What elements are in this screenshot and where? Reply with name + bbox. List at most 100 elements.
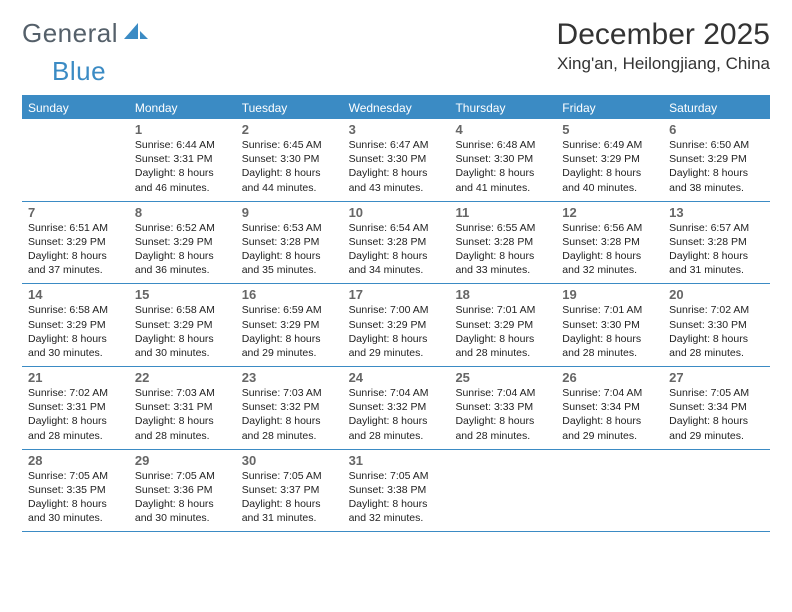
daylight2-text: and 31 minutes. — [242, 511, 337, 525]
sunset-text: Sunset: 3:30 PM — [669, 318, 764, 332]
daylight1-text: Daylight: 8 hours — [455, 332, 550, 346]
sunset-text: Sunset: 3:28 PM — [562, 235, 657, 249]
daylight1-text: Daylight: 8 hours — [349, 414, 444, 428]
location-text: Xing'an, Heilongjiang, China — [557, 54, 770, 74]
daylight2-text: and 29 minutes. — [349, 346, 444, 360]
daylight2-text: and 28 minutes. — [669, 346, 764, 360]
week-row: 14Sunrise: 6:58 AMSunset: 3:29 PMDayligh… — [22, 284, 770, 367]
sunrise-text: Sunrise: 7:00 AM — [349, 303, 444, 317]
daylight1-text: Daylight: 8 hours — [669, 249, 764, 263]
day-cell — [449, 450, 556, 532]
day-cell: 22Sunrise: 7:03 AMSunset: 3:31 PMDayligh… — [129, 367, 236, 449]
page-title: December 2025 — [557, 18, 770, 52]
daylight1-text: Daylight: 8 hours — [28, 497, 123, 511]
daylight2-text: and 33 minutes. — [455, 263, 550, 277]
day-info: Sunrise: 6:49 AMSunset: 3:29 PMDaylight:… — [562, 138, 657, 195]
daylight1-text: Daylight: 8 hours — [135, 414, 230, 428]
day-cell: 14Sunrise: 6:58 AMSunset: 3:29 PMDayligh… — [22, 284, 129, 366]
daylight2-text: and 34 minutes. — [349, 263, 444, 277]
day-number: 26 — [562, 370, 657, 385]
daylight1-text: Daylight: 8 hours — [349, 497, 444, 511]
daylight2-text: and 44 minutes. — [242, 181, 337, 195]
day-info: Sunrise: 7:01 AMSunset: 3:29 PMDaylight:… — [455, 303, 550, 360]
day-cell: 10Sunrise: 6:54 AMSunset: 3:28 PMDayligh… — [343, 202, 450, 284]
day-cell: 31Sunrise: 7:05 AMSunset: 3:38 PMDayligh… — [343, 450, 450, 532]
dayhead-sat: Saturday — [663, 97, 770, 119]
sunrise-text: Sunrise: 6:58 AM — [28, 303, 123, 317]
sunset-text: Sunset: 3:29 PM — [135, 318, 230, 332]
daylight1-text: Daylight: 8 hours — [455, 166, 550, 180]
daylight2-text: and 28 minutes. — [242, 429, 337, 443]
day-info: Sunrise: 6:58 AMSunset: 3:29 PMDaylight:… — [28, 303, 123, 360]
day-info: Sunrise: 6:51 AMSunset: 3:29 PMDaylight:… — [28, 221, 123, 278]
sunrise-text: Sunrise: 6:47 AM — [349, 138, 444, 152]
daylight1-text: Daylight: 8 hours — [135, 249, 230, 263]
sunrise-text: Sunrise: 7:05 AM — [349, 469, 444, 483]
day-cell: 30Sunrise: 7:05 AMSunset: 3:37 PMDayligh… — [236, 450, 343, 532]
daylight1-text: Daylight: 8 hours — [349, 249, 444, 263]
sunrise-text: Sunrise: 6:53 AM — [242, 221, 337, 235]
daylight2-text: and 29 minutes. — [669, 429, 764, 443]
day-info: Sunrise: 6:44 AMSunset: 3:31 PMDaylight:… — [135, 138, 230, 195]
sunset-text: Sunset: 3:29 PM — [135, 235, 230, 249]
day-info: Sunrise: 6:55 AMSunset: 3:28 PMDaylight:… — [455, 221, 550, 278]
sunset-text: Sunset: 3:29 PM — [28, 235, 123, 249]
sunset-text: Sunset: 3:29 PM — [455, 318, 550, 332]
day-number: 7 — [28, 205, 123, 220]
day-number: 1 — [135, 122, 230, 137]
day-info: Sunrise: 6:57 AMSunset: 3:28 PMDaylight:… — [669, 221, 764, 278]
daylight1-text: Daylight: 8 hours — [455, 249, 550, 263]
day-number: 28 — [28, 453, 123, 468]
weeks-container: 1Sunrise: 6:44 AMSunset: 3:31 PMDaylight… — [22, 119, 770, 532]
calendar: Sunday Monday Tuesday Wednesday Thursday… — [22, 95, 770, 532]
day-info: Sunrise: 7:05 AMSunset: 3:37 PMDaylight:… — [242, 469, 337, 526]
day-info: Sunrise: 6:59 AMSunset: 3:29 PMDaylight:… — [242, 303, 337, 360]
daylight2-text: and 28 minutes. — [455, 429, 550, 443]
sunrise-text: Sunrise: 6:50 AM — [669, 138, 764, 152]
day-cell: 3Sunrise: 6:47 AMSunset: 3:30 PMDaylight… — [343, 119, 450, 201]
sunset-text: Sunset: 3:36 PM — [135, 483, 230, 497]
day-cell — [556, 450, 663, 532]
daylight1-text: Daylight: 8 hours — [562, 166, 657, 180]
logo-text-blue: Blue — [52, 56, 106, 87]
sunrise-text: Sunrise: 6:52 AM — [135, 221, 230, 235]
day-number: 19 — [562, 287, 657, 302]
day-number: 30 — [242, 453, 337, 468]
day-cell: 19Sunrise: 7:01 AMSunset: 3:30 PMDayligh… — [556, 284, 663, 366]
day-info: Sunrise: 6:47 AMSunset: 3:30 PMDaylight:… — [349, 138, 444, 195]
sunset-text: Sunset: 3:30 PM — [562, 318, 657, 332]
day-cell: 27Sunrise: 7:05 AMSunset: 3:34 PMDayligh… — [663, 367, 770, 449]
sunset-text: Sunset: 3:31 PM — [28, 400, 123, 414]
day-number: 9 — [242, 205, 337, 220]
sunrise-text: Sunrise: 7:01 AM — [455, 303, 550, 317]
day-cell: 5Sunrise: 6:49 AMSunset: 3:29 PMDaylight… — [556, 119, 663, 201]
day-number: 29 — [135, 453, 230, 468]
day-number: 11 — [455, 205, 550, 220]
daylight2-text: and 30 minutes. — [135, 511, 230, 525]
daylight2-text: and 43 minutes. — [349, 181, 444, 195]
sunset-text: Sunset: 3:38 PM — [349, 483, 444, 497]
daylight1-text: Daylight: 8 hours — [349, 166, 444, 180]
day-cell: 29Sunrise: 7:05 AMSunset: 3:36 PMDayligh… — [129, 450, 236, 532]
day-info: Sunrise: 7:04 AMSunset: 3:34 PMDaylight:… — [562, 386, 657, 443]
day-info: Sunrise: 7:05 AMSunset: 3:38 PMDaylight:… — [349, 469, 444, 526]
daylight2-text: and 29 minutes. — [242, 346, 337, 360]
sunrise-text: Sunrise: 6:49 AM — [562, 138, 657, 152]
daylight1-text: Daylight: 8 hours — [242, 414, 337, 428]
sunset-text: Sunset: 3:30 PM — [455, 152, 550, 166]
day-number: 22 — [135, 370, 230, 385]
sunset-text: Sunset: 3:28 PM — [349, 235, 444, 249]
daylight1-text: Daylight: 8 hours — [242, 497, 337, 511]
day-info: Sunrise: 7:05 AMSunset: 3:34 PMDaylight:… — [669, 386, 764, 443]
day-cell: 18Sunrise: 7:01 AMSunset: 3:29 PMDayligh… — [449, 284, 556, 366]
week-row: 7Sunrise: 6:51 AMSunset: 3:29 PMDaylight… — [22, 202, 770, 285]
sunset-text: Sunset: 3:34 PM — [669, 400, 764, 414]
dayhead-wed: Wednesday — [343, 97, 450, 119]
sunset-text: Sunset: 3:33 PM — [455, 400, 550, 414]
day-number: 18 — [455, 287, 550, 302]
daylight2-text: and 28 minutes. — [562, 346, 657, 360]
day-number: 23 — [242, 370, 337, 385]
sunset-text: Sunset: 3:35 PM — [28, 483, 123, 497]
day-cell: 11Sunrise: 6:55 AMSunset: 3:28 PMDayligh… — [449, 202, 556, 284]
day-cell: 28Sunrise: 7:05 AMSunset: 3:35 PMDayligh… — [22, 450, 129, 532]
